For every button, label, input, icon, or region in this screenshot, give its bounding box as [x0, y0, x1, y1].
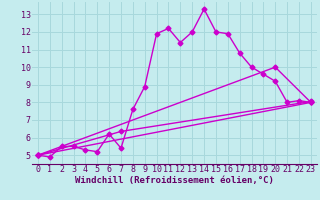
X-axis label: Windchill (Refroidissement éolien,°C): Windchill (Refroidissement éolien,°C) — [75, 176, 274, 185]
